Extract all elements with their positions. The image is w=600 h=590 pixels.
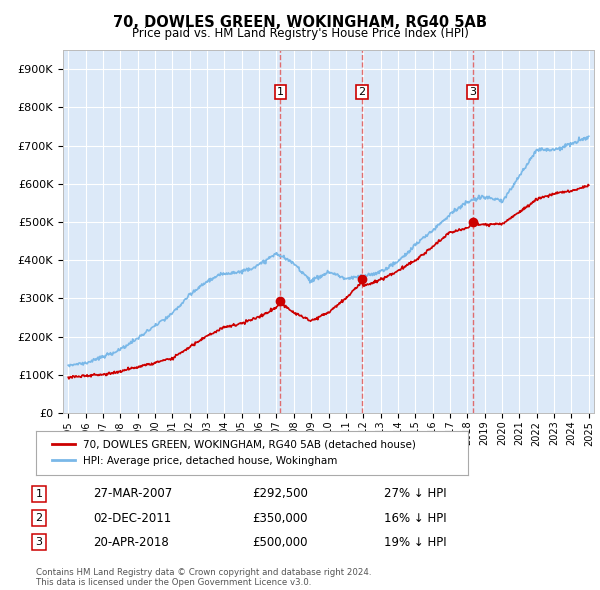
Text: Contains HM Land Registry data © Crown copyright and database right 2024.
This d: Contains HM Land Registry data © Crown c… [36, 568, 371, 587]
Text: 2: 2 [358, 87, 365, 97]
Text: 3: 3 [35, 537, 43, 547]
Text: 19% ↓ HPI: 19% ↓ HPI [384, 536, 446, 549]
Text: £292,500: £292,500 [252, 487, 308, 500]
Text: 27-MAR-2007: 27-MAR-2007 [93, 487, 172, 500]
Text: 2: 2 [35, 513, 43, 523]
Text: 70, DOWLES GREEN, WOKINGHAM, RG40 5AB: 70, DOWLES GREEN, WOKINGHAM, RG40 5AB [113, 15, 487, 30]
Text: £500,000: £500,000 [252, 536, 308, 549]
Text: 1: 1 [277, 87, 284, 97]
Text: 27% ↓ HPI: 27% ↓ HPI [384, 487, 446, 500]
Text: 02-DEC-2011: 02-DEC-2011 [93, 512, 171, 525]
Text: 1: 1 [35, 489, 43, 499]
Text: 3: 3 [469, 87, 476, 97]
Legend: 70, DOWLES GREEN, WOKINGHAM, RG40 5AB (detached house), HPI: Average price, deta: 70, DOWLES GREEN, WOKINGHAM, RG40 5AB (d… [46, 434, 422, 472]
Text: Price paid vs. HM Land Registry's House Price Index (HPI): Price paid vs. HM Land Registry's House … [131, 27, 469, 40]
Text: £350,000: £350,000 [252, 512, 308, 525]
Text: 16% ↓ HPI: 16% ↓ HPI [384, 512, 446, 525]
Text: 20-APR-2018: 20-APR-2018 [93, 536, 169, 549]
